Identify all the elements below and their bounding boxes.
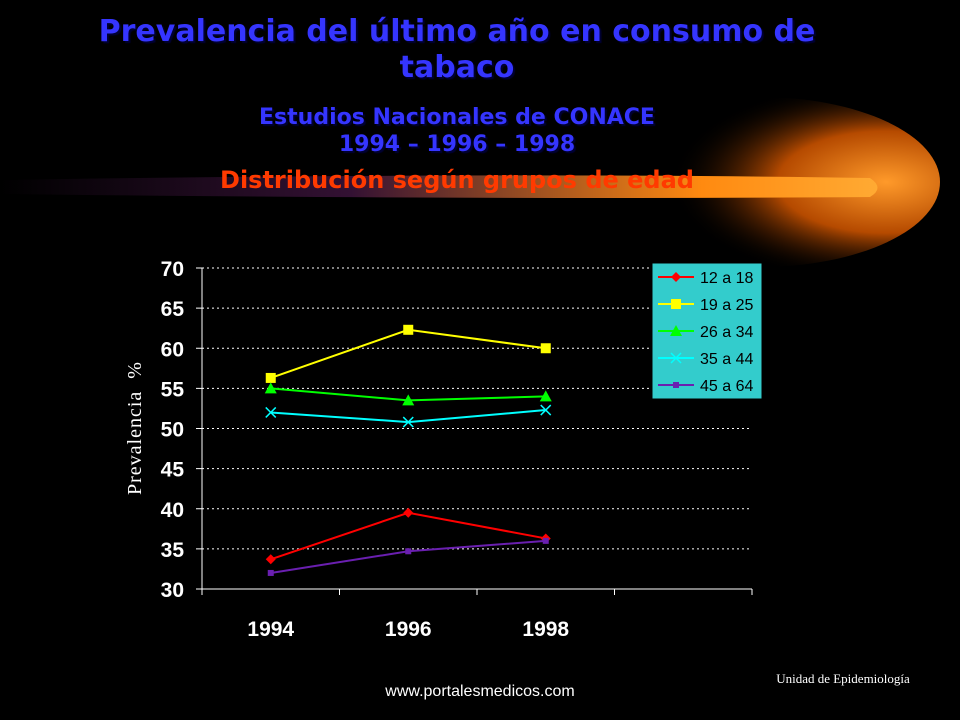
footer-unit: Unidad de Epidemiología bbox=[776, 671, 910, 686]
y-tick-label: 60 bbox=[161, 338, 184, 361]
data-point bbox=[540, 343, 551, 354]
legend-label: 19 a 25 bbox=[700, 297, 753, 314]
y-tick-label: 40 bbox=[161, 499, 184, 522]
data-point bbox=[540, 404, 552, 416]
data-point bbox=[403, 324, 414, 335]
data-point bbox=[402, 416, 414, 428]
y-tick-label: 70 bbox=[161, 258, 184, 281]
chart-subtitle: 1994 – 1996 – 1998 bbox=[338, 132, 576, 157]
legend-label: 12 a 18 bbox=[700, 270, 753, 287]
data-point bbox=[265, 554, 276, 565]
series-line bbox=[270, 409, 546, 424]
series-line bbox=[270, 328, 546, 379]
chart-title: Prevalencia del último año en consumo de… bbox=[98, 14, 816, 85]
y-tick-label: 55 bbox=[161, 378, 185, 401]
y-tick-label: 65 bbox=[161, 298, 185, 321]
x-tick-label: 1996 bbox=[385, 618, 432, 641]
legend-label: 35 a 44 bbox=[700, 351, 753, 368]
y-tick-label: 50 bbox=[161, 419, 184, 442]
y-tick-label: 35 bbox=[161, 539, 185, 562]
data-point bbox=[542, 537, 549, 544]
y-axis-label: Prevalencia % bbox=[124, 361, 146, 495]
data-point bbox=[402, 394, 415, 406]
chart-subtitle: Estudios Nacionales de CONACE bbox=[259, 105, 655, 130]
legend-marker bbox=[670, 352, 682, 364]
data-point bbox=[267, 569, 274, 576]
footer-source: www.portalesmedicos.com bbox=[384, 683, 574, 700]
legend-marker bbox=[673, 382, 679, 388]
data-point bbox=[539, 390, 552, 402]
legend-label: 45 a 64 bbox=[700, 378, 753, 395]
legend-label: 26 a 34 bbox=[700, 324, 753, 341]
y-tick-label: 30 bbox=[161, 579, 184, 602]
legend-marker bbox=[671, 272, 681, 282]
legend-marker bbox=[670, 325, 682, 336]
legend-marker bbox=[671, 299, 681, 309]
data-point bbox=[265, 406, 277, 418]
data-point bbox=[405, 548, 412, 555]
x-tick-label: 1998 bbox=[522, 618, 569, 641]
data-point bbox=[265, 372, 276, 383]
decoration bbox=[0, 175, 878, 198]
data-point bbox=[403, 507, 414, 518]
data-point bbox=[264, 382, 277, 394]
x-tick-label: 1994 bbox=[247, 618, 294, 641]
chart-description: Distribución según grupos de edad bbox=[220, 166, 694, 194]
y-tick-label: 45 bbox=[161, 459, 185, 482]
